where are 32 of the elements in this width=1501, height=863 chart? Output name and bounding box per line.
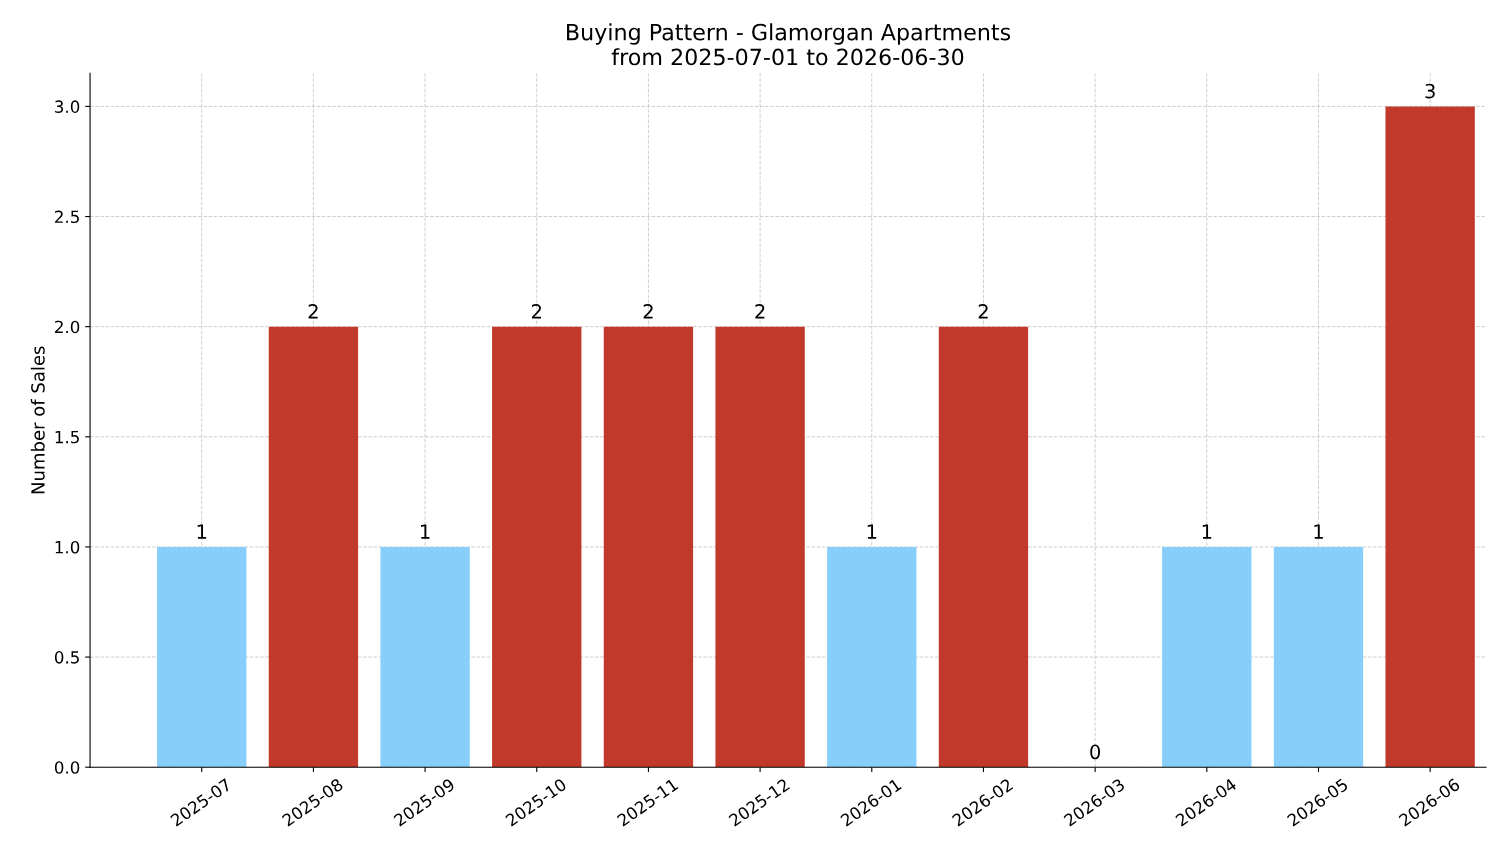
bar: [1385, 106, 1475, 768]
data-label: 2: [755, 304, 765, 319]
data-label: 1: [421, 524, 430, 539]
bar: [827, 546, 917, 768]
data-label: 3: [1425, 83, 1435, 99]
y-tick-label: 2.0: [55, 320, 80, 334]
data-label: 1: [1314, 524, 1323, 539]
chart-title: Buying Pattern - Glamorgan Apartments from 2025-07-01 to 2026-06-30: [567, 23, 1011, 66]
bar: [603, 326, 694, 768]
bar: [492, 326, 582, 768]
y-tick-label: 0.0: [54, 761, 80, 774]
bar: [1273, 546, 1364, 768]
data-label: 1: [867, 524, 877, 539]
data-label: 2: [978, 304, 988, 319]
y-tick-label: 2.5: [55, 210, 79, 224]
y-tick-label: 1.0: [55, 540, 80, 554]
data-label: 1: [1202, 524, 1212, 539]
data-label: 0: [1090, 744, 1101, 760]
bar: [1162, 546, 1252, 768]
bar: [380, 546, 470, 768]
y-tick-label: 1.5: [55, 430, 79, 444]
y-tick-label: 0.5: [54, 651, 79, 664]
bar: [715, 326, 805, 768]
bar: [268, 326, 359, 768]
data-label: 1: [197, 524, 207, 539]
y-axis-title: Number of Sales: [30, 346, 45, 494]
data-label: 2: [643, 304, 653, 319]
bar: [157, 546, 247, 768]
data-label: 2: [532, 304, 541, 319]
data-label: 2: [308, 304, 318, 319]
y-tick-label: 3.0: [55, 100, 80, 113]
bar: [938, 326, 1029, 768]
